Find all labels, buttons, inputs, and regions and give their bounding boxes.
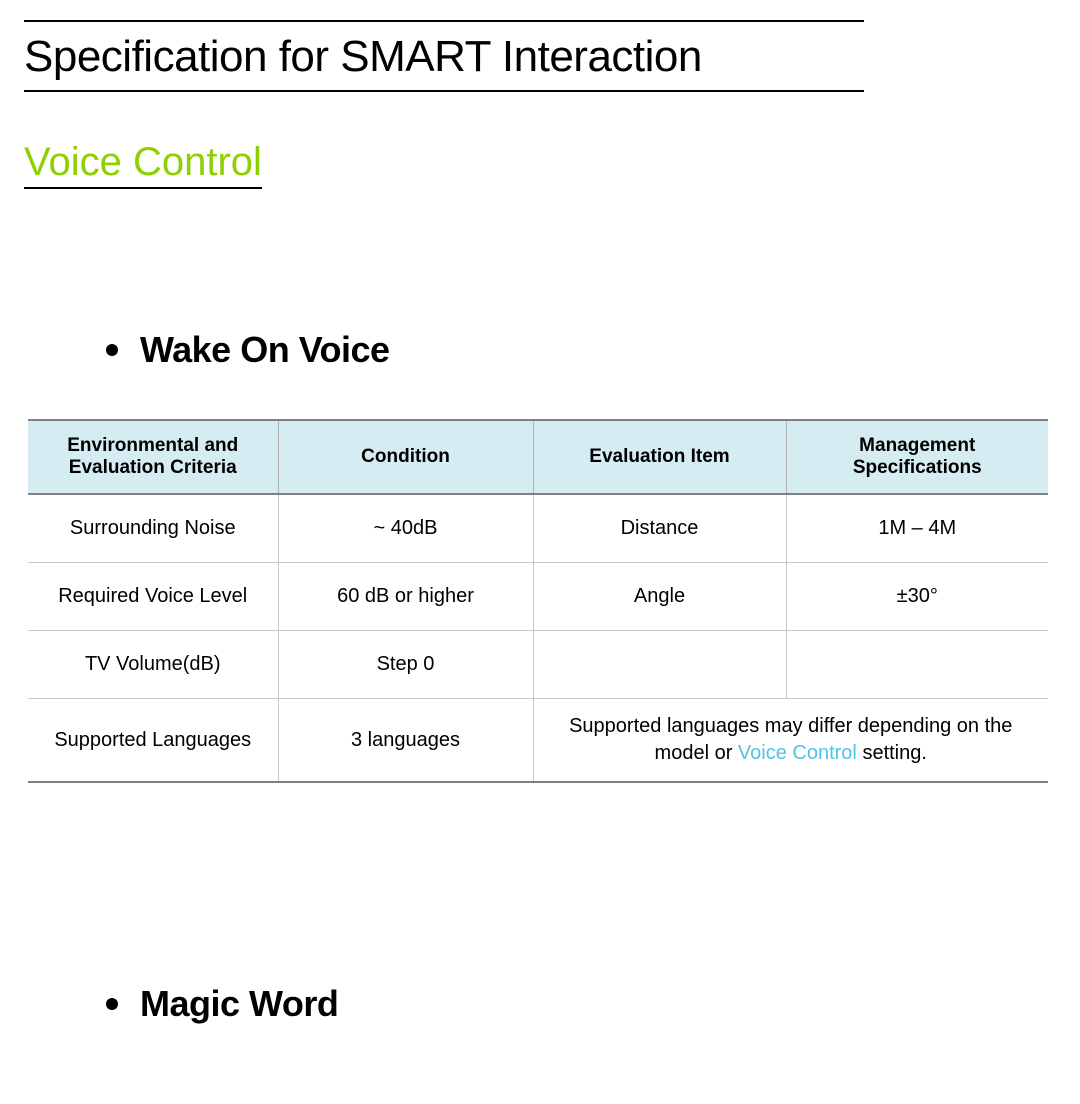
table-header: Condition (278, 420, 533, 494)
table-header: Management Specifications (786, 420, 1048, 494)
table-row: Surrounding Noise ~ 40dB Distance 1M – 4… (28, 494, 1048, 563)
table-cell: 3 languages (278, 699, 533, 783)
table-cell (533, 631, 786, 699)
section-title: Voice Control (24, 140, 262, 189)
bullet-icon (106, 344, 118, 356)
bullet-item-wake: Wake On Voice (106, 329, 1056, 371)
bullet-icon (106, 998, 118, 1010)
table-header-row: Environmental and Evaluation Criteria Co… (28, 420, 1048, 494)
table-cell: Surrounding Noise (28, 494, 278, 563)
table-cell: Distance (533, 494, 786, 563)
table-row: Required Voice Level 60 dB or higher Ang… (28, 563, 1048, 631)
table-cell (786, 631, 1048, 699)
page: Specification for SMART Interaction Voic… (0, 0, 1080, 1025)
bullet-label: Wake On Voice (140, 329, 390, 371)
page-title: Specification for SMART Interaction (24, 20, 864, 92)
table-note-cell: Supported languages may differ depending… (533, 699, 1048, 783)
table-header: Environmental and Evaluation Criteria (28, 420, 278, 494)
bullet-label: Magic Word (140, 983, 338, 1025)
spacer (24, 783, 1056, 983)
table-cell: 60 dB or higher (278, 563, 533, 631)
bullet-item-magic: Magic Word (106, 983, 1056, 1025)
table-cell: 1M – 4M (786, 494, 1048, 563)
table-cell: Supported Languages (28, 699, 278, 783)
table-cell: TV Volume(dB) (28, 631, 278, 699)
table-row: Supported Languages 3 languages Supporte… (28, 699, 1048, 783)
table-cell: Step 0 (278, 631, 533, 699)
spec-table: Environmental and Evaluation Criteria Co… (28, 419, 1048, 783)
table-cell: ~ 40dB (278, 494, 533, 563)
table-row: TV Volume(dB) Step 0 (28, 631, 1048, 699)
note-text-suffix: setting. (857, 742, 927, 764)
table-header: Evaluation Item (533, 420, 786, 494)
note-link[interactable]: Voice Control (738, 742, 857, 764)
table-cell: Angle (533, 563, 786, 631)
table-cell: Required Voice Level (28, 563, 278, 631)
table-cell: ±30° (786, 563, 1048, 631)
